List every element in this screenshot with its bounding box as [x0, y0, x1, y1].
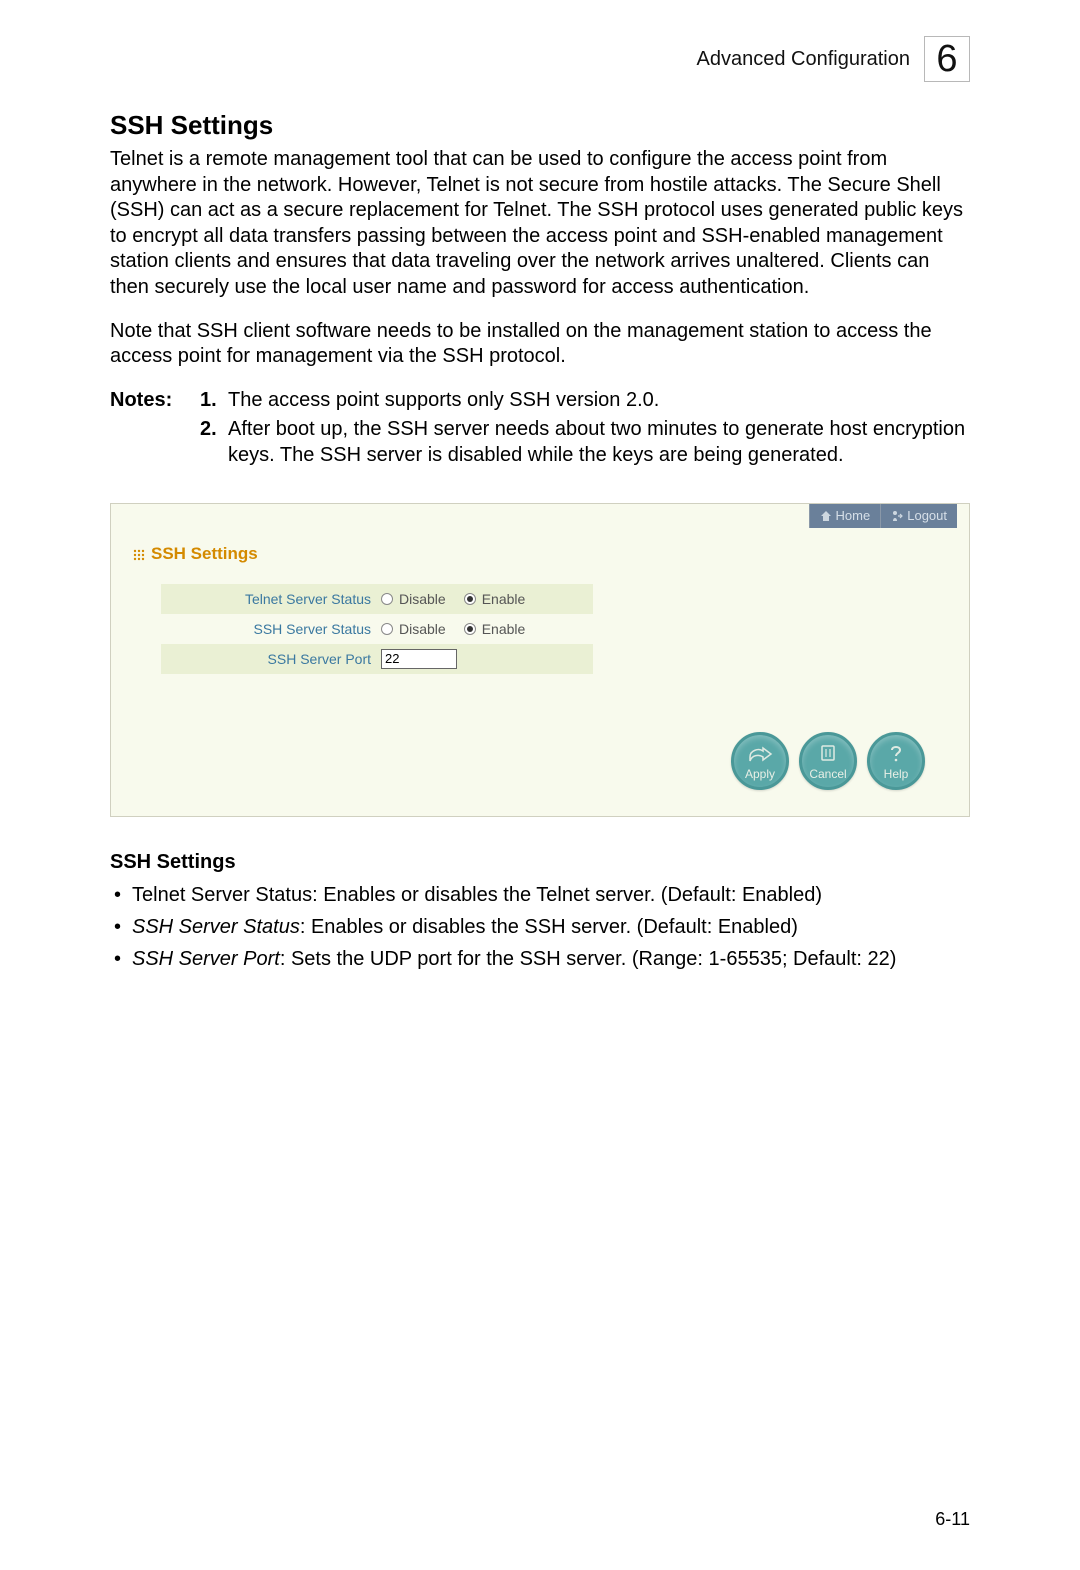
telnet-disable-radio[interactable] [381, 593, 393, 605]
form-area: Telnet Server Status Disable Enable SSH … [161, 584, 593, 674]
chapter-number: 6 [924, 36, 970, 82]
ssh-status-row: SSH Server Status Disable Enable [161, 614, 593, 644]
definition-item: Telnet Server Status: Enables or disable… [110, 882, 970, 908]
logout-tab-label: Logout [907, 508, 947, 523]
notes-label: Notes: [110, 388, 200, 473]
ssh-port-label: SSH Server Port [161, 651, 379, 667]
note-item: 1. The access point supports only SSH ve… [200, 388, 970, 414]
home-tab-label: Home [836, 508, 871, 523]
telnet-status-row: Telnet Server Status Disable Enable [161, 584, 593, 614]
telnet-status-label: Telnet Server Status [161, 591, 379, 607]
section-label: Advanced Configuration [697, 48, 910, 71]
ssh-port-input[interactable] [381, 649, 457, 669]
definition-item: SSH Server Port: Sets the UDP port for t… [110, 946, 970, 972]
grip-icon [133, 548, 145, 560]
home-tab[interactable]: Home [809, 504, 881, 528]
definition-item: SSH Server Status: Enables or disables t… [110, 914, 970, 940]
definitions-heading: SSH Settings [110, 851, 970, 874]
apply-button[interactable]: Apply [731, 732, 789, 790]
definitions-list: Telnet Server Status: Enables or disable… [110, 882, 970, 972]
cancel-icon [815, 743, 841, 763]
panel-topbar: Home Logout [111, 504, 969, 528]
help-icon [883, 743, 909, 763]
intro-paragraph-1: Telnet is a remote management tool that … [110, 147, 970, 301]
ssh-port-row: SSH Server Port [161, 644, 593, 674]
help-button[interactable]: Help [867, 732, 925, 790]
logout-icon [891, 510, 903, 522]
ssh-settings-panel: Home Logout SSH S [110, 503, 970, 817]
ssh-status-label: SSH Server Status [161, 621, 379, 637]
ssh-enable-radio[interactable] [464, 623, 476, 635]
page-number: 6-11 [935, 1509, 970, 1530]
ssh-disable-radio[interactable] [381, 623, 393, 635]
panel-title: SSH Settings [151, 544, 258, 564]
note-item: 2. After boot up, the SSH server needs a… [200, 417, 970, 468]
cancel-button[interactable]: Cancel [799, 732, 857, 790]
intro-paragraph-2: Note that SSH client software needs to b… [110, 319, 970, 370]
notes-block: Notes: 1. The access point supports only… [110, 388, 970, 473]
apply-icon [747, 743, 773, 763]
home-icon [820, 510, 832, 522]
page-title: SSH Settings [110, 110, 970, 141]
logout-tab[interactable]: Logout [880, 504, 957, 528]
telnet-enable-radio[interactable] [464, 593, 476, 605]
page-header: Advanced Configuration 6 [110, 36, 970, 82]
